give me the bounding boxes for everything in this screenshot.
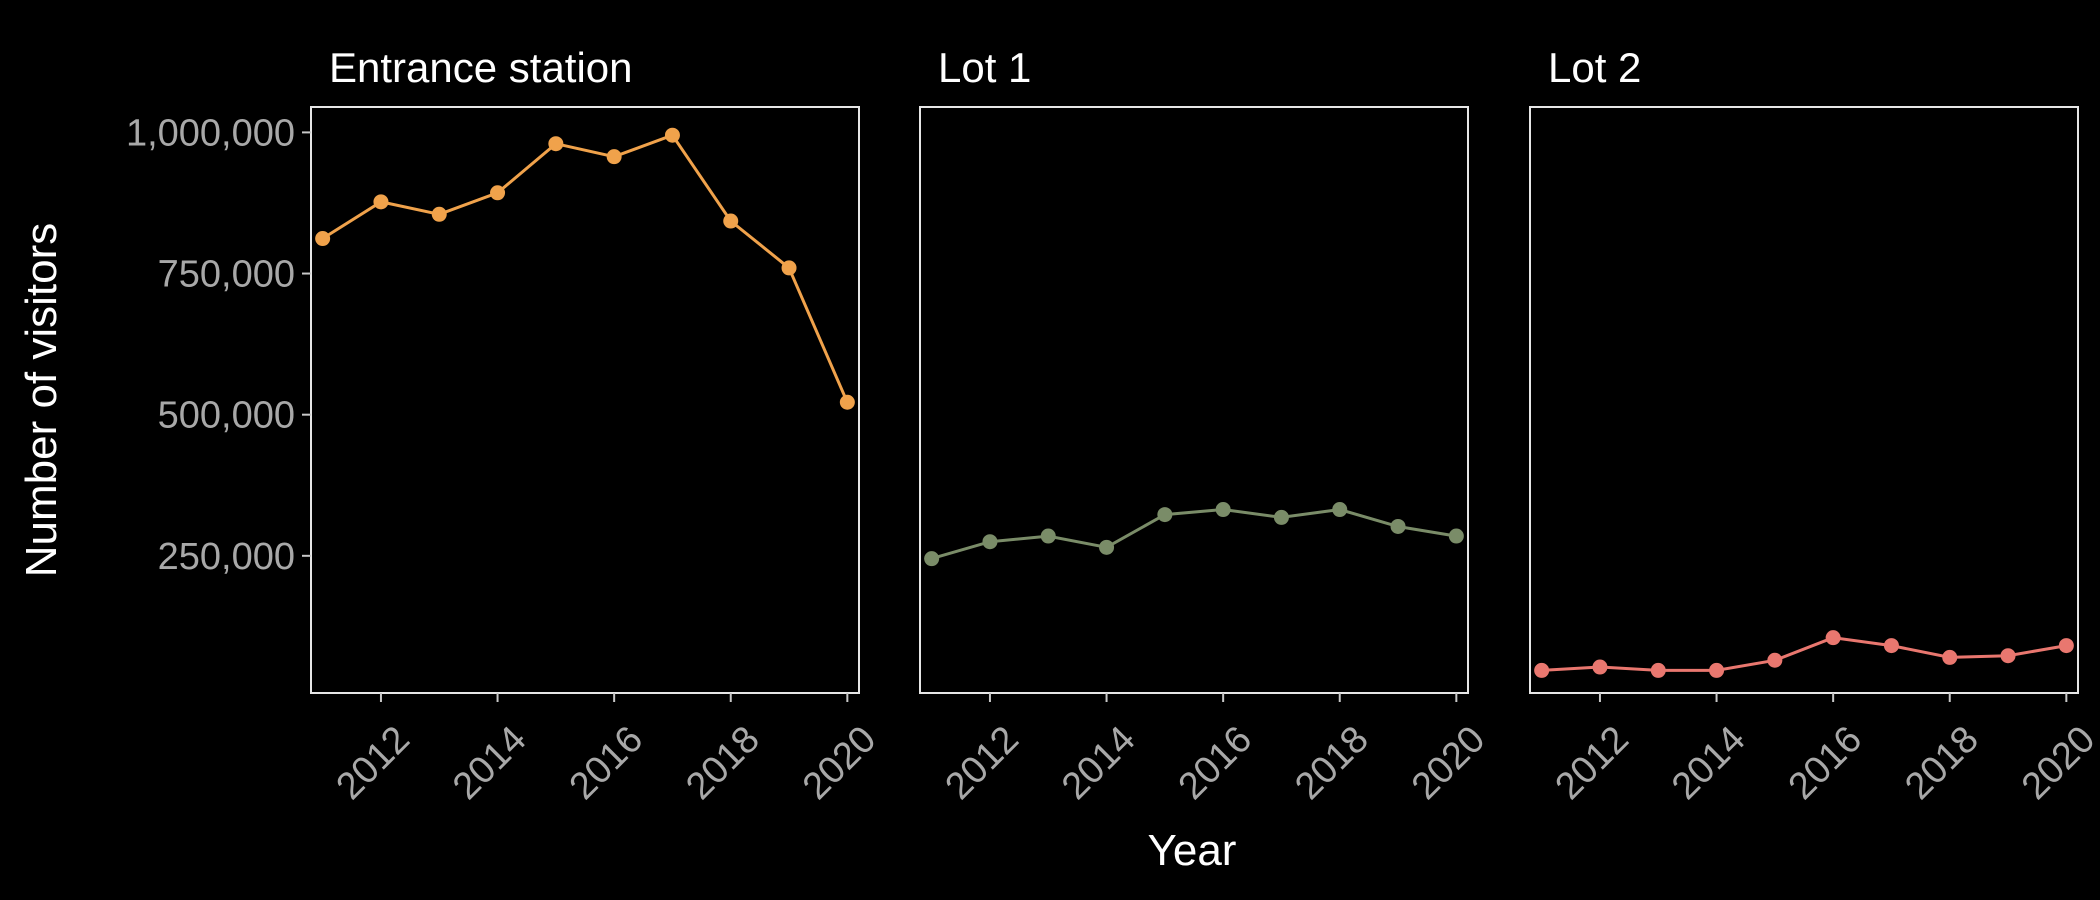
data-point [1040,528,1056,544]
panel-title: Lot 1 [938,44,1031,91]
panels-layer: Entrance station 250,000 500,000 750,000 1,0… [126,44,2100,808]
x-axis-title: Year [1148,826,1237,875]
data-point [1767,652,1783,668]
y-tick-label: 250,000 [158,536,295,578]
data-point [839,394,855,410]
data-point [490,185,506,201]
data-point [1883,638,1899,654]
data-point [1709,662,1725,678]
data-point [924,551,940,567]
data-point [1534,662,1550,678]
data-point [2000,648,2016,664]
panel-title: Lot 2 [1548,44,1641,91]
panel-frame [919,106,1469,694]
data-point [1157,507,1173,523]
y-tick-label: 500,000 [158,395,295,437]
data-point [1448,528,1464,544]
panel-title: Entrance station [329,44,633,91]
data-point [1390,518,1406,534]
data-point [315,231,331,247]
data-point [1592,659,1608,675]
data-point [2058,638,2074,654]
y-tick-label: 750,000 [158,254,295,296]
y-axis-title: Number of visitors [17,223,66,578]
data-point [548,136,564,152]
series-line [931,507,1457,561]
panel-frame [1529,106,2079,694]
data-point [723,213,739,229]
data-point [1942,649,1958,665]
data-point [1215,502,1231,518]
data-point [1650,662,1666,678]
y-tick-label: 1,000,000 [126,112,295,154]
data-point [373,194,389,210]
series-line [1541,636,2067,672]
panel-frame [310,106,860,694]
data-point [781,260,797,276]
data-point [1825,630,1841,646]
series-line [321,133,849,403]
data-point [1099,539,1115,555]
data-point [982,534,998,550]
data-point [431,206,447,222]
data-point [1273,509,1289,525]
data-point [1332,502,1348,518]
data-point [664,127,680,143]
data-point [606,149,622,165]
